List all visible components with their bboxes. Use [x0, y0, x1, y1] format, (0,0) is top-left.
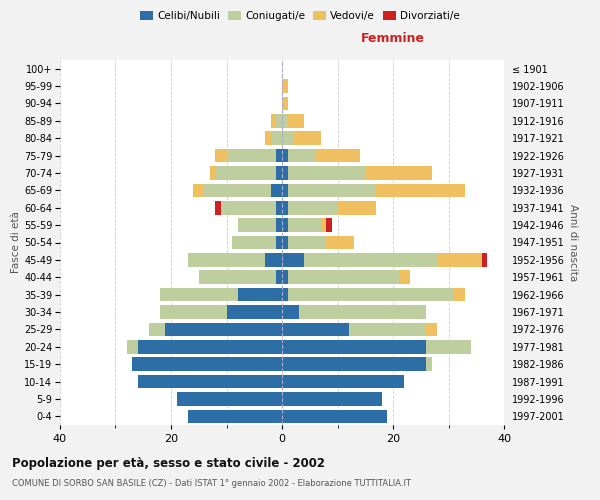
Bar: [282, 184, 287, 197]
Bar: [282, 392, 382, 406]
Bar: [282, 236, 287, 250]
Bar: [437, 253, 482, 266]
Bar: [282, 358, 426, 371]
Bar: [265, 132, 271, 145]
Bar: [326, 218, 332, 232]
Bar: [287, 184, 376, 197]
Bar: [277, 218, 282, 232]
Bar: [287, 149, 316, 162]
Bar: [160, 305, 227, 319]
Bar: [287, 288, 454, 302]
Bar: [176, 392, 282, 406]
Bar: [337, 201, 376, 214]
Bar: [282, 132, 293, 145]
Bar: [215, 166, 277, 180]
Bar: [127, 340, 138, 353]
Bar: [215, 149, 227, 162]
Bar: [282, 96, 287, 110]
Text: COMUNE DI SORBO SAN BASILE (CZ) - Dati ISTAT 1° gennaio 2002 - Elaborazione TUTT: COMUNE DI SORBO SAN BASILE (CZ) - Dati I…: [12, 479, 411, 488]
Bar: [304, 253, 437, 266]
Bar: [282, 270, 287, 284]
Text: Popolazione per età, sesso e stato civile - 2002: Popolazione per età, sesso e stato civil…: [12, 458, 325, 470]
Bar: [238, 288, 282, 302]
Bar: [282, 149, 287, 162]
Bar: [299, 305, 426, 319]
Bar: [193, 184, 204, 197]
Y-axis label: Anni di nascita: Anni di nascita: [568, 204, 578, 281]
Bar: [454, 288, 465, 302]
Bar: [326, 236, 354, 250]
Bar: [265, 253, 282, 266]
Bar: [277, 149, 282, 162]
Bar: [287, 270, 398, 284]
Bar: [204, 184, 271, 197]
Bar: [227, 305, 282, 319]
Bar: [282, 410, 388, 423]
Bar: [426, 340, 471, 353]
Bar: [277, 201, 282, 214]
Bar: [287, 201, 337, 214]
Bar: [321, 218, 326, 232]
Bar: [271, 114, 277, 128]
Bar: [282, 322, 349, 336]
Bar: [282, 218, 287, 232]
Bar: [188, 410, 282, 423]
Bar: [482, 253, 487, 266]
Bar: [199, 270, 277, 284]
Bar: [282, 166, 287, 180]
Bar: [398, 270, 410, 284]
Bar: [166, 322, 282, 336]
Bar: [426, 322, 437, 336]
Bar: [221, 201, 277, 214]
Bar: [282, 375, 404, 388]
Bar: [138, 340, 282, 353]
Bar: [282, 305, 299, 319]
Bar: [287, 236, 326, 250]
Bar: [349, 322, 427, 336]
Bar: [132, 358, 282, 371]
Legend: Celibi/Nubili, Coniugati/e, Vedovi/e, Divorziati/e: Celibi/Nubili, Coniugati/e, Vedovi/e, Di…: [137, 8, 463, 24]
Bar: [238, 218, 277, 232]
Bar: [277, 114, 282, 128]
Bar: [277, 166, 282, 180]
Bar: [365, 166, 432, 180]
Bar: [282, 288, 287, 302]
Bar: [149, 322, 166, 336]
Bar: [138, 375, 282, 388]
Bar: [227, 149, 277, 162]
Bar: [282, 340, 426, 353]
Bar: [282, 253, 304, 266]
Bar: [376, 184, 465, 197]
Bar: [293, 132, 321, 145]
Y-axis label: Fasce di età: Fasce di età: [11, 212, 21, 274]
Bar: [287, 166, 365, 180]
Bar: [215, 201, 221, 214]
Text: Femmine: Femmine: [361, 32, 425, 46]
Bar: [287, 114, 304, 128]
Bar: [188, 253, 265, 266]
Bar: [277, 236, 282, 250]
Bar: [426, 358, 432, 371]
Bar: [316, 149, 360, 162]
Bar: [282, 80, 287, 93]
Bar: [232, 236, 277, 250]
Bar: [282, 114, 287, 128]
Bar: [160, 288, 238, 302]
Bar: [271, 184, 282, 197]
Bar: [277, 270, 282, 284]
Bar: [271, 132, 282, 145]
Bar: [282, 201, 287, 214]
Bar: [287, 218, 321, 232]
Bar: [210, 166, 215, 180]
